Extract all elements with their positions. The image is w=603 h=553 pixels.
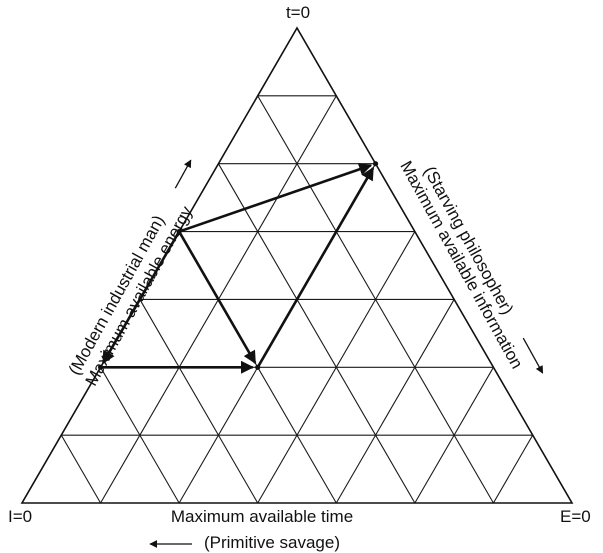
path-arrow xyxy=(101,230,181,365)
path-arrow xyxy=(178,163,373,233)
grid-line-rising xyxy=(492,434,534,504)
right-side-arrow xyxy=(522,337,544,374)
left-side-label: Maximum available energy xyxy=(82,203,197,389)
vertex-label-right: E=0 xyxy=(560,507,591,526)
grid-line-falling xyxy=(257,95,494,504)
path-node xyxy=(176,228,182,235)
grid-line-rising xyxy=(335,299,455,504)
left-side-labels: (Modern industrial man) Maximum availabl… xyxy=(65,159,197,389)
grid-line-falling xyxy=(100,367,180,504)
path-node xyxy=(255,364,261,370)
left-side-arrow xyxy=(174,159,192,189)
bottom-side-label: Maximum available time xyxy=(171,507,353,526)
grid-line-falling xyxy=(60,434,102,504)
transition-path xyxy=(97,161,379,374)
path-arrow xyxy=(256,166,375,368)
vertex-label-top: t=0 xyxy=(286,3,310,22)
right-side-labels: (Starving philosopher) Maximum available… xyxy=(396,158,544,374)
path-arrow xyxy=(178,230,257,365)
vertex-label-left: I=0 xyxy=(8,507,32,526)
grid-line-falling xyxy=(217,163,416,504)
right-side-label: Maximum available information xyxy=(396,158,526,372)
path-node xyxy=(97,364,104,370)
grid-line-falling xyxy=(139,299,259,504)
bottom-side-sublabel: (Primitive savage) xyxy=(204,533,340,552)
path-node xyxy=(372,161,379,167)
